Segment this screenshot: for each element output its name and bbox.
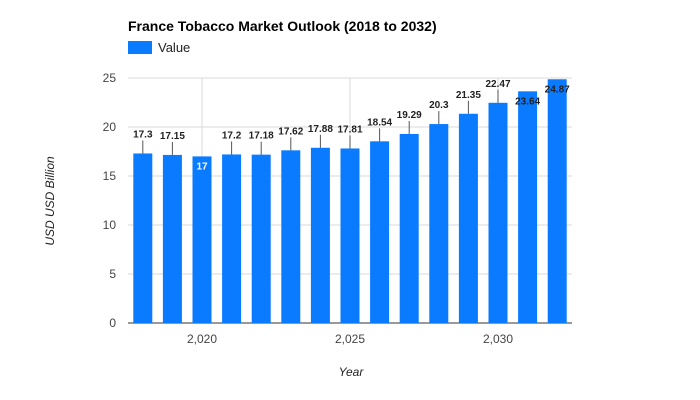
bar	[281, 150, 301, 323]
bar	[222, 154, 242, 323]
x-tick-label: 2,025	[335, 332, 365, 346]
bars	[133, 79, 567, 324]
chart-title: France Tobacco Market Outlook (2018 to 2…	[128, 18, 437, 34]
data-label: 17.18	[249, 131, 274, 142]
bar	[133, 153, 153, 323]
data-label: 17.3	[133, 129, 153, 140]
data-label: 24.87	[545, 84, 570, 95]
data-label: 23.64	[515, 96, 540, 107]
bar	[162, 154, 182, 323]
y-axis-ticks: 0 5 10 15 20 25	[103, 71, 117, 330]
bar	[399, 133, 419, 323]
data-label: 19.29	[397, 110, 422, 121]
x-axis-ticks: 2,020 2,025 2,030	[187, 332, 513, 346]
data-label: 22.47	[485, 79, 510, 90]
data-label: 21.35	[456, 90, 481, 101]
y-axis-title: USD USD Billion	[43, 156, 57, 246]
data-label: 17.88	[308, 124, 333, 135]
x-tick-label: 2,030	[483, 332, 513, 346]
legend-label: Value	[158, 40, 190, 55]
bar	[518, 91, 538, 323]
x-axis-title: Year	[339, 365, 365, 379]
bar	[340, 148, 360, 323]
bar	[310, 147, 330, 323]
data-label: 17.62	[278, 126, 303, 137]
y-tick-label: 10	[103, 218, 117, 232]
y-tick-label: 25	[103, 71, 117, 85]
bar	[488, 102, 508, 323]
bar	[547, 79, 567, 323]
bar	[458, 113, 478, 324]
data-label: 17.2	[222, 130, 242, 141]
data-label: 20.3	[429, 100, 449, 111]
y-tick-label: 5	[109, 267, 116, 281]
bar	[429, 124, 449, 323]
y-tick-label: 15	[103, 169, 117, 183]
data-label: 17.15	[160, 131, 185, 142]
data-label: 18.54	[367, 117, 392, 128]
data-label: 17.81	[337, 124, 362, 135]
data-label: 17	[196, 161, 208, 172]
x-tick-label: 2,020	[187, 332, 217, 346]
y-tick-label: 0	[109, 316, 116, 330]
legend-swatch	[128, 41, 152, 54]
legend: Value	[128, 40, 190, 55]
bar	[370, 141, 390, 323]
bar	[192, 156, 212, 323]
bar	[251, 154, 271, 323]
data-labels: 17.3 17.15 17 17.2 17.18 17.62 17.88 17.81 18.54…	[133, 79, 570, 173]
y-tick-label: 20	[103, 120, 117, 134]
